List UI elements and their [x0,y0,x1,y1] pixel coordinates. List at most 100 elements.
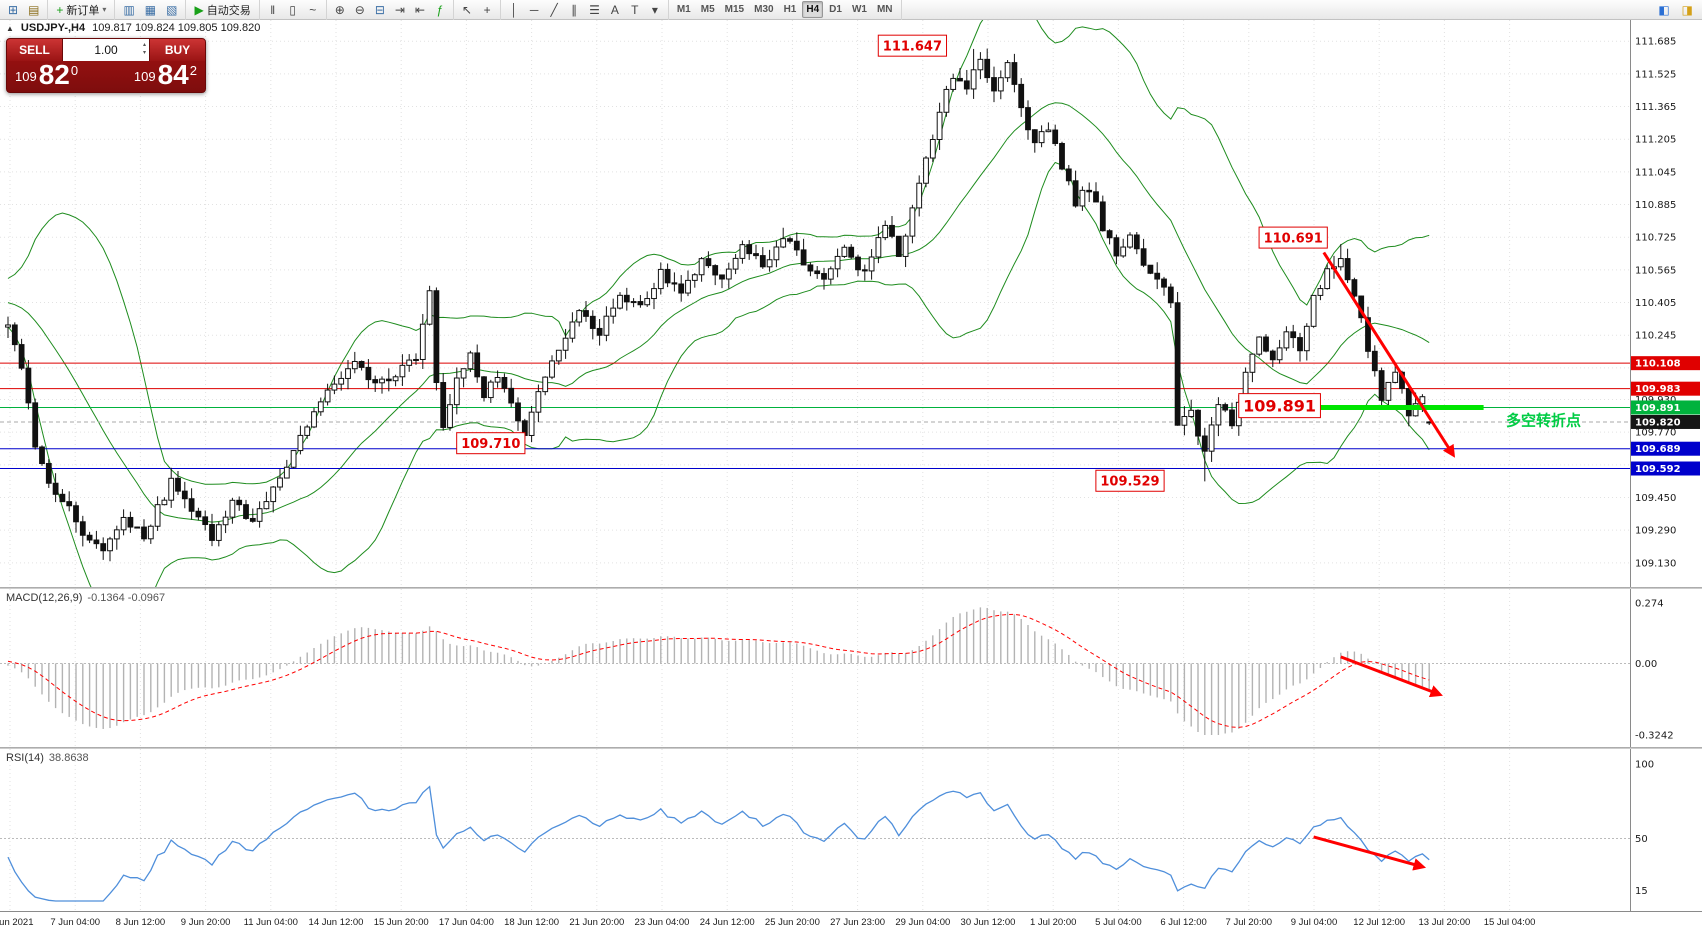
price-tag-current [1631,414,1700,429]
svg-text:109.820: 109.820 [1635,417,1681,428]
auto-scroll-button[interactable]: ⇥ [391,1,409,18]
time-axis-label: 21 Jun 20:00 [569,917,625,928]
buy-button[interactable]: BUY [149,39,205,61]
crosshair-button[interactable]: + [478,1,496,18]
text-button[interactable]: A [606,1,624,18]
time-axis-label: 27 Jun 23:00 [830,917,886,928]
tile-windows-icon: ⊟ [374,2,385,17]
macd-pane[interactable]: 0.274 0.00 -0.3242 [0,589,1702,747]
vertical-line-button[interactable]: │ [505,1,523,18]
toolbar-group: ‖ ▯ ~ [260,0,327,20]
lot-size-input[interactable]: 1.00 ▴ ▾ [63,39,149,61]
time-axis-label: 15 Jun 20:00 [373,917,429,928]
candlestick-chart-button[interactable]: ▯ [284,1,302,18]
channel-button[interactable]: ∥ [565,1,583,18]
lot-size-value: 1.00 [94,43,118,57]
label-icon: T [631,2,639,17]
label-button[interactable]: T [626,1,644,18]
main-chart[interactable]: 111.647 110.691 109.891 109.710 109.529 多空转折点… [0,20,1702,587]
sell-price-sup: 0 [70,63,79,78]
chart-shift-button[interactable]: ⇤ [411,1,429,18]
rsi-down-arrow [1313,835,1427,871]
dropdown-arrow-icon: ▾ [102,5,107,14]
new-order-button[interactable]: + 新订单 ▾ [52,1,110,18]
zoom-in-icon: ⊕ [334,2,345,17]
svg-text:110.245: 110.245 [1635,331,1676,342]
trendline-icon: ╱ [550,2,558,17]
horizontal-level-lines[interactable] [0,362,1630,470]
timeframe-w1[interactable]: W1 [851,4,867,15]
alerts-panel-icon: ◨ [1681,2,1693,17]
tile-windows-button[interactable]: ⊟ [371,1,389,18]
indicators-button[interactable]: ƒ [431,1,449,18]
zoom-out-icon: ⊖ [354,2,365,17]
market-watch-button[interactable]: ▥ [119,1,138,18]
lot-increase-icon[interactable]: ▴ [142,42,146,48]
fibonacci-icon: ☰ [589,2,600,17]
rsi-pane[interactable]: 100 50 15 [0,749,1702,911]
toolbar-group: ⊕ ⊖ ⊟ ⇥ ⇤ ƒ [327,0,455,20]
rsi-annotations[interactable] [1313,835,1427,871]
vertical-grid [9,589,1511,747]
zoom-in-button[interactable]: ⊕ [331,1,349,18]
svg-text:109.770: 109.770 [1635,428,1676,439]
rsi-title: RSI(14) 38.8638 [6,752,89,764]
data-window-icon: ▦ [144,2,157,17]
terminal-icon: ▧ [166,2,178,17]
macd-down-arrow [1340,655,1443,698]
horizontal-line-button[interactable]: ─ [525,1,543,18]
trendline-button[interactable]: ╱ [545,1,563,18]
timeframe-m30[interactable]: M30 [754,4,774,15]
autotrade-button[interactable]: ▶ 自动交易 [190,1,254,18]
svg-text:111.685: 111.685 [1635,37,1676,48]
timeframe-m1[interactable]: M1 [676,4,691,15]
timeframe-d1[interactable]: D1 [829,4,842,15]
price-scale[interactable]: 111.685 111.525 111.365 111.205 111.045 110.8… [1630,20,1702,587]
price-tag-resistance-2 [1631,381,1700,396]
line-chart-button[interactable]: ~ [304,1,322,18]
bar-chart-button[interactable]: ‖ [264,1,282,18]
price-scale[interactable]: 0.274 0.00 -0.3242 [1630,589,1702,747]
macd-annotations[interactable] [1340,655,1443,698]
new-chart-button[interactable]: ⊞ [4,1,22,18]
profiles-icon: ▤ [28,2,40,17]
main-toolbar: ⊞ ▤ + 新订单 ▾ ▥ ▦ ▧ ▶ 自动交易 ‖ ▯ ~ ⊕ ⊖ ⊟ ⇥ ⇤ ƒ ↖ + │ ─ ╱ ∥ ☰ A T ▾ M1 M5 M1… [0,0,1702,20]
pane-divider[interactable] [0,587,1702,589]
data-window-button[interactable]: ▦ [141,1,160,18]
horizontal-line-icon: ─ [529,2,539,17]
svg-text:110.565: 110.565 [1635,265,1676,276]
profiles-button[interactable]: ▤ [24,1,43,18]
sell-button[interactable]: SELL [7,39,63,61]
chart-panel-button[interactable]: ◧ [1654,1,1673,18]
oneclick-toggle-icon[interactable]: ▲ [6,23,14,33]
alerts-panel-button[interactable]: ◨ [1678,1,1697,18]
sell-price-prefix: 109 [15,68,37,84]
time-axis-label: 11 Jun 04:00 [243,917,298,928]
lot-decrease-icon[interactable]: ▾ [142,50,146,57]
time-axis[interactable]: 4 Jun 2021 7 Jun 04:00 8 Jun 12:00 9 Jun 20… [0,911,1702,941]
timeframe-m5[interactable]: M5 [700,4,715,15]
toolbar-group: │ ─ ╱ ∥ ☰ A T ▾ [501,0,669,20]
turning-point-note: 多空转折点 [1506,411,1581,429]
crosshair-icon: + [483,2,491,17]
svg-text:100: 100 [1635,759,1654,770]
price-scale[interactable]: 100 50 15 [1630,749,1702,911]
fibonacci-button[interactable]: ☰ [585,1,604,18]
cursor-button[interactable]: ↖ [458,1,476,18]
time-axis-label: 6 Jul 12:00 [1160,917,1207,928]
zoom-out-button[interactable]: ⊖ [351,1,369,18]
timeframe-m15[interactable]: M15 [724,4,745,15]
vertical-grid [9,749,1511,911]
timeframe-mn[interactable]: MN [876,4,893,15]
chart-shift-icon: ⇤ [414,2,426,17]
buy-price-big: 84 [157,59,189,90]
pane-divider[interactable] [0,747,1702,749]
line-chart-icon: ~ [309,2,317,17]
terminal-button[interactable]: ▧ [162,1,181,18]
macd-histogram [7,607,1430,735]
timeframe-h4[interactable]: H4 [802,1,824,18]
timeframe-h1[interactable]: H1 [783,4,797,15]
arrows-button[interactable]: ▾ [646,1,664,18]
time-axis-label: 23 Jun 04:00 [634,917,690,928]
chart-annotations[interactable]: 111.647 110.691 109.891 109.710 109.529 多空转折点 [456,34,1581,492]
